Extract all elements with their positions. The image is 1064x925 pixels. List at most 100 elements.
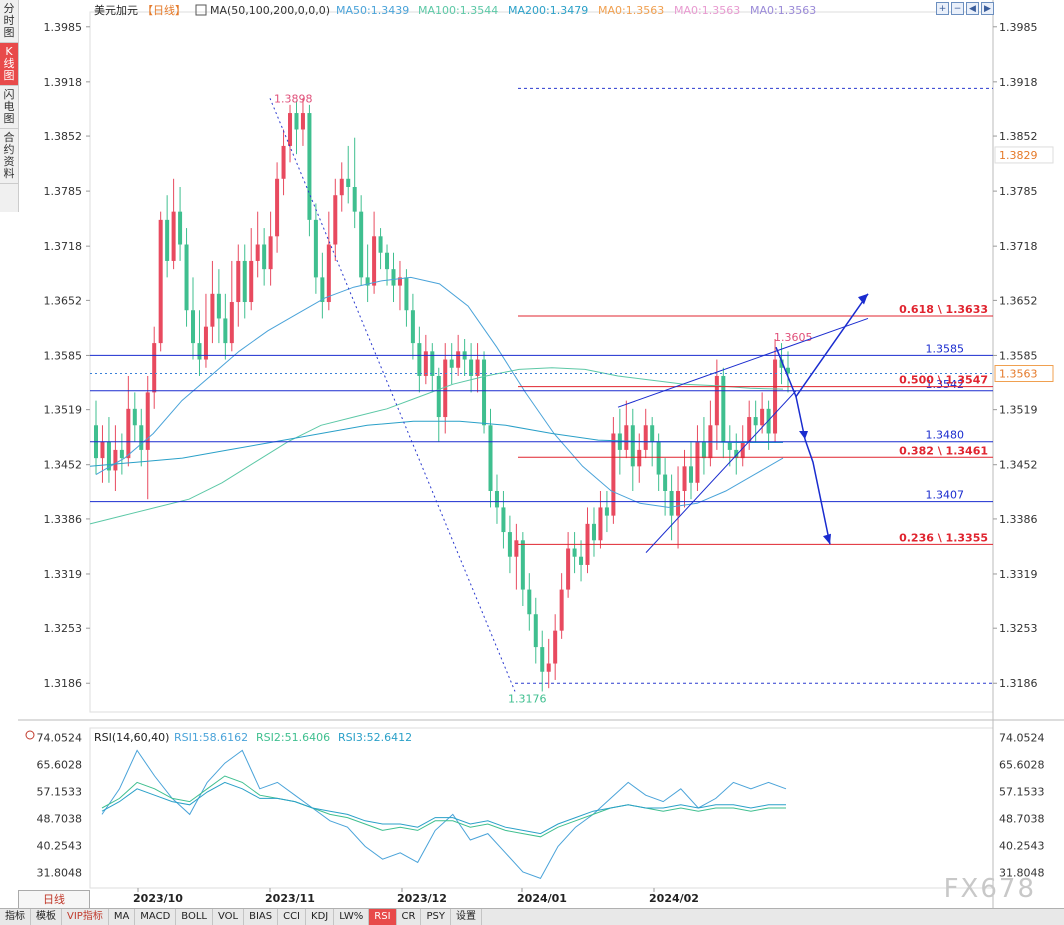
- candle-body-13: [178, 211, 183, 245]
- rsi-tick-left-4: 40.2543: [37, 840, 83, 853]
- candle-body-37: [333, 195, 338, 245]
- ma0-label-3: MA0:1.3563: [750, 4, 816, 17]
- bottom-tab-6[interactable]: VOL: [213, 909, 245, 925]
- candle-body-84: [637, 449, 642, 467]
- price-tick-right-8: 1.3452: [999, 459, 1038, 472]
- bottom-tab-9[interactable]: KDJ: [306, 909, 335, 925]
- bottom-tab-1[interactable]: 模板: [31, 909, 62, 925]
- bottom-tab-3[interactable]: MA: [109, 909, 136, 925]
- candle-body-80: [611, 433, 616, 516]
- candle-body-56: [456, 351, 461, 368]
- ma0-label-2: MA0:1.3563: [674, 4, 740, 17]
- candle-body-28: [275, 178, 280, 237]
- rsi3-line: [101, 781, 786, 835]
- price-tick-left-8: 1.3452: [44, 459, 83, 472]
- candle-body-94: [701, 441, 706, 459]
- chart-toolbar: + − ◀ ▶: [936, 2, 994, 15]
- candle-body-9: [152, 343, 157, 393]
- swing-low-label: 1.3176: [508, 692, 547, 705]
- candle-body-33: [307, 113, 312, 220]
- price-tick-left-2: 1.3852: [44, 130, 83, 143]
- price-tick-left-4: 1.3718: [44, 240, 83, 253]
- chart-svg[interactable]: 美元加元 【日线】 MA(50,100,200,0,0,0) MA50:1.3439 M…: [18, 0, 1064, 908]
- candle-body-21: [229, 302, 234, 344]
- candle-body-20: [223, 318, 228, 344]
- tab-contract-info[interactable]: 合约资料: [0, 129, 18, 184]
- candle-body-61: [488, 425, 493, 491]
- candle-body-77: [591, 523, 596, 541]
- rsi-tick-right-2: 57.1533: [999, 786, 1045, 799]
- bottom-tab-11[interactable]: RSI: [369, 909, 397, 925]
- fib-label-1: 0.500 \ 1.3547: [899, 374, 988, 387]
- candle-body-32: [300, 113, 305, 130]
- cursor-price-tag: [994, 146, 1054, 164]
- candle-body-44: [378, 236, 383, 253]
- candle-body-58: [469, 359, 474, 376]
- bottom-tab-8[interactable]: CCI: [278, 909, 307, 925]
- price-tick-right-11: 1.3253: [999, 622, 1038, 635]
- candle-body-27: [268, 236, 273, 270]
- candle-body-40: [352, 187, 357, 212]
- price-tick-left-3: 1.3785: [44, 185, 83, 198]
- bottom-tab-7[interactable]: BIAS: [244, 909, 279, 925]
- candle-body-73: [566, 548, 571, 590]
- bottom-tab-4[interactable]: MACD: [135, 909, 177, 925]
- bullish-arrow-head: [858, 293, 868, 305]
- candle-body-4: [119, 449, 124, 459]
- move-left-icon[interactable]: ◀: [966, 2, 979, 15]
- candle-body-17: [203, 326, 208, 360]
- candle-body-31: [294, 113, 299, 130]
- candle-body-103: [760, 408, 765, 426]
- bottom-tab-12[interactable]: CR: [397, 909, 422, 925]
- ma200-line: [89, 420, 783, 467]
- price-tick-right-0: 1.3985: [999, 21, 1038, 34]
- zoom-out-icon[interactable]: −: [951, 2, 964, 15]
- period-tab[interactable]: 日线: [18, 890, 90, 908]
- tab-kline[interactable]: K线图: [0, 43, 18, 86]
- bottom-tab-13[interactable]: PSY: [421, 909, 451, 925]
- ma0-label-1: MA0:1.3563: [598, 4, 664, 17]
- tab-flash[interactable]: 闪电图: [0, 86, 18, 129]
- period-label: 【日线】: [142, 3, 186, 17]
- candle-body-104: [766, 408, 771, 434]
- rsi-tick-right-3: 48.7038: [999, 813, 1045, 826]
- ma50-line: [95, 276, 784, 508]
- rsi-tick-right-5: 31.8048: [999, 867, 1045, 880]
- dotted-swing-line: [269, 98, 516, 692]
- bottom-tab-2[interactable]: VIP指标: [62, 909, 109, 925]
- bottom-tab-10[interactable]: LW%: [334, 909, 370, 925]
- current-price-tag-text: 1.3563: [999, 368, 1038, 381]
- candle-body-101: [747, 417, 752, 442]
- bottom-tab-14[interactable]: 设置: [451, 909, 482, 925]
- candle-body-60: [482, 359, 487, 426]
- candle-body-24: [249, 260, 254, 303]
- rsi-name: RSI(14,60,40): [94, 731, 169, 744]
- move-right-icon[interactable]: ▶: [981, 2, 994, 15]
- ma50-label: MA50:1.3439: [336, 4, 409, 17]
- swing-high-label: 1.3898: [274, 92, 313, 105]
- rsi-plot-frame: [89, 727, 994, 889]
- rsi-settings-icon: [25, 730, 35, 740]
- candle-body-5: [126, 408, 131, 459]
- tab-timeshare[interactable]: 分时图: [0, 0, 18, 43]
- bottom-tab-5[interactable]: BOLL: [176, 909, 213, 925]
- symbol-name: 美元加元: [94, 4, 138, 17]
- price-tick-right-5: 1.3652: [999, 294, 1038, 307]
- candle-body-7: [139, 425, 144, 450]
- candle-body-83: [630, 425, 635, 467]
- zoom-in-icon[interactable]: +: [936, 2, 949, 15]
- ma200-label: MA200:1.3479: [508, 4, 588, 17]
- candle-body-93: [695, 441, 700, 483]
- candle-body-99: [734, 449, 739, 459]
- candle-body-10: [158, 219, 163, 344]
- price-tick-right-3: 1.3785: [999, 185, 1038, 198]
- price-tick-right-6: 1.3585: [999, 349, 1038, 362]
- candle-body-6: [132, 408, 137, 426]
- bottom-tab-0[interactable]: 指标: [0, 909, 31, 925]
- short-bear-arrow-head: [799, 431, 808, 440]
- level-label-3: 1.3407: [926, 489, 965, 502]
- candle-body-106: [779, 359, 784, 368]
- candle-body-42: [365, 277, 370, 286]
- candle-body-62: [494, 490, 499, 508]
- candle-body-90: [676, 490, 681, 516]
